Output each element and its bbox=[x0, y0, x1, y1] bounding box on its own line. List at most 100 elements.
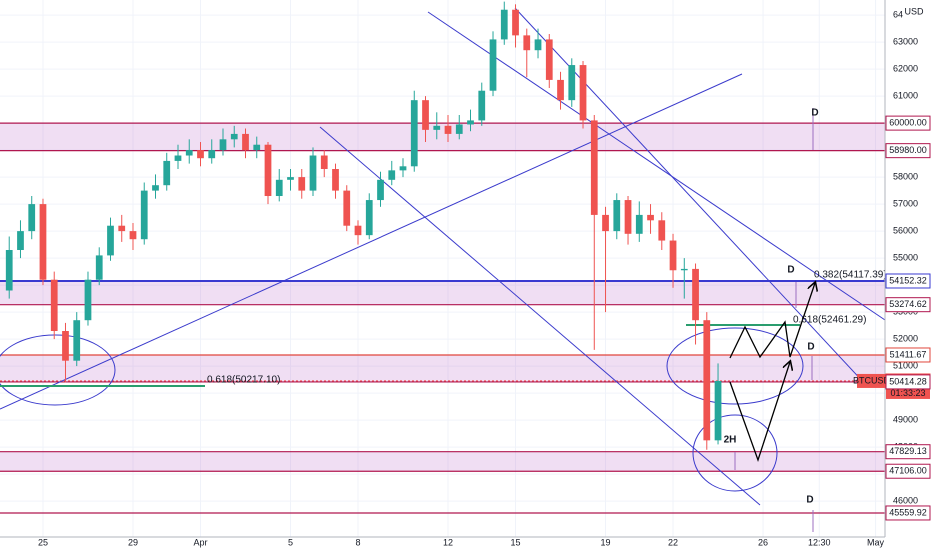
trend-line bbox=[0, 73, 743, 410]
ellipse bbox=[692, 414, 778, 492]
candle-body bbox=[287, 177, 294, 180]
candle-body bbox=[478, 90, 486, 121]
level-label-box bbox=[885, 143, 931, 159]
level-label-box bbox=[885, 273, 931, 289]
fib-label: 0.382(54117.39) bbox=[814, 270, 887, 281]
y-tick-label: 55000 bbox=[893, 252, 918, 262]
axis-labels: 4600047000480004900050000510005200053000… bbox=[38, 9, 931, 547]
y-tick-label: 52000 bbox=[893, 333, 918, 343]
candle-body bbox=[635, 214, 643, 234]
x-tick-label: 12:30 bbox=[808, 537, 831, 547]
candle-body bbox=[523, 35, 531, 51]
candle-body bbox=[433, 125, 441, 130]
level-label-box bbox=[885, 463, 931, 479]
candle-body bbox=[692, 268, 699, 321]
y-tick-label: 64 bbox=[893, 9, 903, 19]
candle-body bbox=[613, 200, 621, 232]
countdown-box bbox=[886, 387, 930, 399]
candle-body bbox=[118, 225, 126, 232]
candle-body bbox=[647, 214, 654, 221]
level-label: 45559.92 bbox=[889, 507, 927, 517]
y-tick-label: 49000 bbox=[893, 414, 918, 424]
candle-body bbox=[309, 155, 317, 191]
candle-body bbox=[467, 120, 474, 125]
candle-body bbox=[590, 120, 598, 215]
candle-body bbox=[365, 200, 373, 236]
x-tick-label: 8 bbox=[355, 537, 360, 547]
candle-body bbox=[129, 231, 137, 240]
candle-body bbox=[264, 144, 272, 197]
currency: USD bbox=[904, 6, 924, 16]
candle-body bbox=[343, 190, 351, 226]
countdown: 01:33:23 bbox=[890, 388, 925, 398]
y-tick-label: 51000 bbox=[893, 360, 918, 370]
level-label: 60000.00 bbox=[889, 117, 927, 127]
candle-body bbox=[377, 179, 384, 201]
y-tick-label: 46000 bbox=[893, 495, 918, 505]
level-label-box bbox=[885, 297, 931, 313]
candle-body bbox=[579, 65, 587, 121]
x-tick-label: 22 bbox=[668, 537, 678, 547]
channel-line bbox=[319, 126, 761, 506]
candle-body bbox=[73, 320, 81, 361]
x-tick-label: 29 bbox=[128, 537, 138, 547]
candle-body bbox=[410, 100, 418, 167]
zone bbox=[0, 280, 885, 305]
candle-body bbox=[62, 331, 69, 361]
candle-body bbox=[658, 220, 666, 241]
candle-body bbox=[388, 170, 396, 180]
candle-body bbox=[399, 166, 407, 171]
candle-body bbox=[17, 231, 24, 251]
candle-body bbox=[219, 139, 227, 151]
level-label-box bbox=[885, 505, 931, 521]
candle-body bbox=[174, 155, 182, 161]
x-tick-label: 19 bbox=[601, 537, 611, 547]
level-label-box bbox=[885, 347, 931, 363]
d-label: D bbox=[787, 265, 794, 276]
level-label-box bbox=[885, 374, 931, 390]
candle-body bbox=[489, 39, 497, 91]
x-tick-label: 26 bbox=[758, 537, 768, 547]
candle-body bbox=[680, 268, 688, 271]
candle-body bbox=[568, 65, 576, 101]
timeframe-label: 2H bbox=[724, 435, 737, 446]
levels bbox=[0, 122, 885, 514]
candle-body bbox=[185, 150, 193, 156]
zones bbox=[0, 123, 885, 472]
symbol: BTCUSD bbox=[853, 375, 891, 385]
zone bbox=[0, 354, 885, 382]
candle-body bbox=[624, 200, 632, 234]
currency-box bbox=[904, 5, 926, 18]
candle-body bbox=[455, 124, 463, 134]
candle-body bbox=[84, 279, 92, 321]
d-label: D bbox=[811, 108, 818, 119]
d-label: D bbox=[807, 342, 814, 353]
fib-label: 0.618(52461.29) bbox=[793, 315, 866, 326]
zone bbox=[0, 451, 885, 472]
candle-body bbox=[354, 225, 362, 236]
level-label: 53274.62 bbox=[889, 299, 927, 309]
candle-body bbox=[28, 204, 36, 232]
projection-arrow bbox=[729, 362, 790, 463]
level-label: 47829.13 bbox=[889, 446, 927, 456]
candle-body bbox=[602, 214, 609, 232]
candle-body bbox=[332, 169, 339, 191]
ellipse bbox=[0, 334, 116, 406]
candle-body bbox=[208, 150, 216, 159]
y-tick-label: 62000 bbox=[893, 63, 918, 73]
candle-body bbox=[422, 100, 429, 130]
candle-body bbox=[152, 185, 159, 191]
level-label-box bbox=[885, 115, 931, 131]
level-label: 54152.32 bbox=[889, 275, 927, 285]
y-tick-label: 61000 bbox=[893, 90, 918, 100]
candle-body bbox=[714, 380, 722, 441]
candles bbox=[5, 1, 722, 450]
x-tick-label: Apr bbox=[193, 537, 207, 547]
candle-body bbox=[242, 133, 249, 151]
candle-body bbox=[197, 150, 204, 159]
y-tick-label: 56000 bbox=[893, 225, 918, 235]
candle-body bbox=[253, 144, 261, 151]
drawings bbox=[0, 7, 889, 532]
candle-body bbox=[545, 39, 553, 80]
x-tick-label: May bbox=[867, 537, 885, 547]
